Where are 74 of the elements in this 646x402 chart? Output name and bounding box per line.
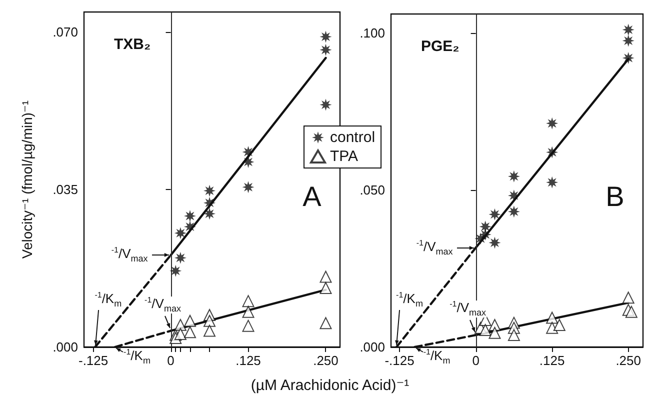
point xyxy=(204,196,216,209)
point xyxy=(508,206,520,218)
point xyxy=(625,306,638,318)
point xyxy=(204,208,216,220)
point xyxy=(320,270,332,283)
point xyxy=(184,314,196,327)
point xyxy=(320,317,332,330)
legend-label: control xyxy=(330,129,376,146)
point xyxy=(622,24,634,36)
annotation: $^{-1}$/K$_{m}$ xyxy=(395,290,424,308)
point xyxy=(204,324,216,337)
point xyxy=(184,220,196,233)
point xyxy=(488,326,501,339)
x-tick-label: .125 xyxy=(236,353,261,368)
point xyxy=(479,324,492,336)
point xyxy=(546,117,558,130)
y-tick-label: .035 xyxy=(52,182,78,197)
point xyxy=(546,312,558,324)
point xyxy=(174,227,186,240)
x-tick-label: -.125 xyxy=(384,353,414,368)
point xyxy=(204,184,216,197)
point xyxy=(508,329,520,342)
x-tick-label: .125 xyxy=(539,353,565,368)
point xyxy=(320,282,332,294)
annotation: B xyxy=(606,181,624,212)
point xyxy=(184,326,196,338)
point xyxy=(174,318,186,331)
point xyxy=(622,34,634,47)
x-tick-label: .250 xyxy=(616,353,642,368)
point xyxy=(508,170,520,182)
point xyxy=(174,328,186,340)
x-tick-label: 0 xyxy=(472,353,480,368)
point xyxy=(320,98,332,111)
point xyxy=(204,314,216,327)
x-axis-title: (µM Arachidonic Acid)⁻¹ xyxy=(250,377,410,394)
y-tick-label: .000 xyxy=(360,340,385,354)
point xyxy=(553,319,566,332)
point xyxy=(242,320,254,332)
point xyxy=(488,208,501,220)
annotation: $^{-1}$/V$_{max}$ xyxy=(144,295,182,314)
y-tick-label: .000 xyxy=(52,340,78,354)
point xyxy=(546,176,558,188)
y-tick-label: .050 xyxy=(360,182,385,198)
text: TXB₂ xyxy=(114,36,151,53)
annotation: $^{-1}$/K$_{m}$ xyxy=(122,348,152,366)
annotation: $^{-1}$/V$_{max}$ xyxy=(448,300,488,318)
point xyxy=(479,228,492,241)
point xyxy=(242,295,254,308)
y-tick-label: .070 xyxy=(52,24,78,40)
point xyxy=(174,252,186,264)
x-tick-label: -.125 xyxy=(78,353,108,368)
annotation: $^{-1}$/V$_{max}$ xyxy=(415,238,454,256)
point xyxy=(479,220,492,233)
x-tick-label: .250 xyxy=(313,353,338,368)
x-tick-label: 0 xyxy=(167,353,174,368)
annotation: $^{-1}$/V$_{max}$ xyxy=(110,246,149,264)
annotation: $^{-1}$/K$_{m}$ xyxy=(422,348,452,366)
point xyxy=(546,146,558,158)
legend-label: TPA xyxy=(330,148,358,165)
point xyxy=(320,44,332,56)
annotation: $^{-1}$/K$_{m}$ xyxy=(94,290,123,308)
point xyxy=(320,30,332,43)
point xyxy=(242,306,254,318)
point xyxy=(546,322,558,334)
y-axis-title: Velocity⁻¹ (fmol/µg/min)⁻¹ xyxy=(19,100,35,259)
point xyxy=(184,210,196,222)
point xyxy=(622,292,634,304)
text: PGE₂ xyxy=(421,38,460,55)
point xyxy=(488,236,501,249)
point xyxy=(242,181,254,194)
point xyxy=(170,264,182,277)
annotation: A xyxy=(302,181,322,212)
point xyxy=(622,52,634,64)
y-tick-label: .100 xyxy=(360,25,385,40)
